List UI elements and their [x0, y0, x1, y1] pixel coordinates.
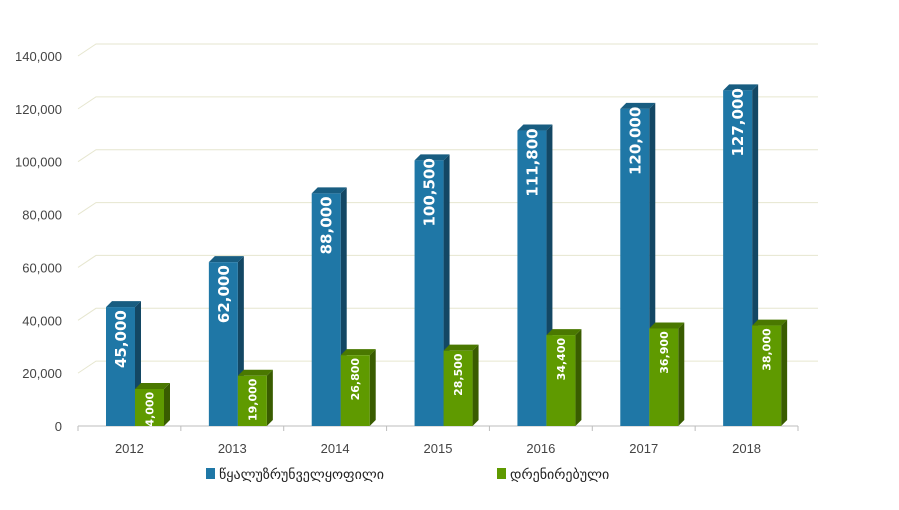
gridlines — [77, 43, 818, 374]
bar-value-label: 36,900 — [658, 331, 671, 374]
bar-series-2: 14,000 — [135, 383, 170, 434]
x-tick-label: 2012 — [115, 441, 144, 456]
bar-top-face — [649, 322, 685, 329]
y-tick-label: 120,000 — [15, 102, 62, 117]
bar-series-1: 62,000 — [208, 256, 244, 426]
bar-side-face — [575, 329, 582, 426]
bar-value-label: 62,000 — [215, 265, 233, 323]
bar-series-2: 19,000 — [237, 369, 273, 426]
legend: წყალუზრუნველყოფილი დრენირებული — [206, 466, 609, 483]
bar-value-label: 38,000 — [761, 328, 774, 371]
bar-series-2: 28,500 — [443, 344, 479, 426]
gridline — [77, 254, 818, 268]
bar-side-face — [164, 383, 170, 426]
bars: 45,000 14,000 62,000 19,000 88,000 26,800 100,… — [106, 84, 788, 434]
bar-value-label: 45,000 — [112, 310, 130, 368]
y-tick-label: 20,000 — [22, 366, 62, 381]
bar-top-face — [414, 154, 450, 161]
x-axis: 2012 2013 2014 2015 2016 2017 2018 — [77, 425, 799, 456]
gridline — [77, 43, 818, 57]
bar-side-face — [266, 369, 273, 426]
bar-front-face — [414, 160, 444, 426]
legend-swatch-series-1 — [206, 468, 215, 479]
bar-side-face — [678, 322, 685, 426]
bar-series-2: 36,900 — [649, 322, 685, 426]
y-tick-label: 140,000 — [15, 49, 62, 64]
gridline — [77, 307, 818, 321]
y-tick-label: 100,000 — [15, 155, 62, 170]
bar-top-face — [517, 124, 553, 131]
bar-side-face — [369, 349, 376, 426]
x-tick-label: 2016 — [526, 441, 555, 456]
bar-front-face — [517, 130, 547, 426]
bar-top-face — [340, 349, 376, 356]
y-tick-label: 60,000 — [22, 260, 62, 275]
bar-value-label: 26,800 — [349, 358, 362, 401]
bar-value-label: 14,000 — [144, 391, 157, 434]
bar-front-face — [620, 108, 650, 426]
gridline — [77, 96, 818, 110]
bar-value-label: 111,800 — [523, 128, 541, 196]
bar-value-label: 19,000 — [246, 378, 259, 421]
bar-front-face — [106, 307, 135, 426]
bar-top-face — [106, 301, 141, 308]
gridline — [77, 149, 818, 163]
bar-front-face — [237, 375, 267, 426]
gridline — [77, 202, 818, 215]
y-tick-label: 80,000 — [22, 208, 62, 223]
bar-value-label: 100,500 — [421, 158, 439, 226]
bar-front-face — [752, 325, 782, 426]
bar-value-label: 88,000 — [318, 196, 336, 254]
bar-front-face — [311, 193, 341, 426]
bar-front-face — [340, 355, 370, 426]
bar-top-face — [237, 369, 273, 376]
bar-series-2: 38,000 — [752, 319, 788, 426]
y-axis: 0 20,000 40,000 60,000 80,000 100,000 120,000 1… — [15, 49, 62, 434]
bar-front-face — [546, 335, 576, 426]
bar-side-face — [472, 344, 479, 426]
y-tick-label: 0 — [55, 419, 62, 434]
legend-swatch-series-2 — [497, 468, 506, 479]
bar-value-label: 28,500 — [452, 353, 465, 396]
legend-label-series-1: წყალუზრუნველყოფილი — [219, 466, 384, 483]
bar-top-face — [208, 256, 244, 263]
bar-top-face — [311, 187, 347, 194]
bar-front-face — [649, 328, 679, 426]
bar-value-label: 34,400 — [555, 338, 568, 381]
legend-label-series-2: დრენირებული — [510, 466, 609, 483]
x-tick-label: 2013 — [218, 441, 247, 456]
x-tick-label: 2018 — [732, 441, 761, 456]
bar-top-face — [443, 344, 479, 351]
bar-front-face — [135, 389, 164, 426]
y-tick-label: 40,000 — [22, 313, 62, 328]
bar-value-label: 127,000 — [729, 88, 747, 156]
bar-top-face — [723, 84, 759, 91]
bar-series-2: 34,400 — [546, 329, 582, 426]
bar-top-face — [752, 319, 788, 326]
x-tick-label: 2014 — [321, 441, 350, 456]
bar-front-face — [443, 350, 473, 426]
bar-front-face — [208, 262, 238, 426]
bar-value-label: 120,000 — [626, 107, 644, 175]
bar-top-face — [620, 102, 656, 109]
bar-top-face — [546, 329, 582, 336]
bar-side-face — [781, 319, 788, 426]
bar-front-face — [723, 90, 753, 426]
bar-series-2: 26,800 — [340, 349, 376, 426]
x-tick-label: 2015 — [424, 441, 453, 456]
bar-top-face — [135, 383, 170, 389]
x-tick-label: 2017 — [629, 441, 658, 456]
